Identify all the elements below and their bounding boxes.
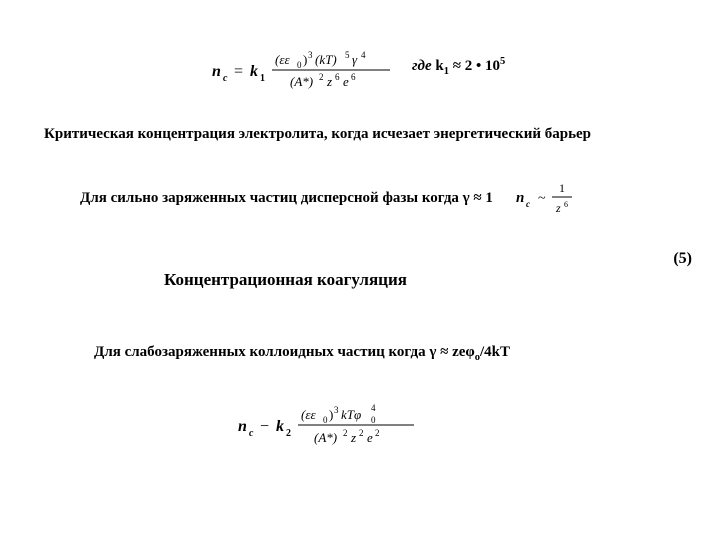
equation-number: (5) bbox=[673, 250, 692, 268]
eq1-num-d: γ bbox=[352, 52, 358, 67]
eq3-num-a-sub: 0 bbox=[323, 415, 328, 425]
eq1-num-c-sup: 5 bbox=[345, 50, 350, 60]
eq1-lhs: n bbox=[212, 63, 221, 80]
eq1-den-b-sup: 6 bbox=[335, 72, 340, 82]
eq1-k: k bbox=[250, 63, 258, 80]
eq3-num-b: ) bbox=[329, 407, 333, 422]
line5-b: /4kT bbox=[480, 344, 510, 360]
eq2-den-sup: 6 bbox=[564, 200, 568, 209]
eq3-k-sub: 2 bbox=[286, 428, 291, 439]
eq3-minus: − bbox=[260, 418, 269, 435]
eq3-den-c-sup: 2 bbox=[375, 428, 380, 438]
eq1-k-sub: 1 bbox=[260, 73, 265, 84]
equation-nc-k2: n c − k 2 (εε 0 ) 3 kTφ 0 4 (A*) 2 z 2 e… bbox=[238, 402, 420, 446]
eq1-num-a: (εε bbox=[275, 52, 290, 67]
eq2-lhs: n bbox=[516, 190, 524, 206]
section-heading: Концентрационная коагуляция bbox=[164, 270, 407, 290]
eq3-num-b-sup: 3 bbox=[334, 405, 339, 415]
eq1-lhs-sub: c bbox=[223, 73, 228, 84]
equation-nc-k1: n c = k 1 (εε 0 ) 3 (kT) 5 γ 4 (A*) 2 z … bbox=[212, 48, 394, 90]
eq3-num-c-sub: 0 bbox=[371, 415, 376, 425]
eq1-note-body: k bbox=[432, 58, 444, 74]
eq3-num-c: kTφ bbox=[341, 407, 361, 422]
eq1-num-a-sub: 0 bbox=[297, 60, 302, 70]
equation-nc-propto: n c ~ 1 z 6 bbox=[516, 178, 576, 216]
eq1-note-prefix: где bbox=[412, 58, 432, 74]
eq3-num-a: (εε bbox=[301, 407, 316, 422]
eq3-den-a: (A*) bbox=[314, 430, 337, 445]
eq1-den-c: e bbox=[343, 74, 349, 89]
eq1-den-b: z bbox=[326, 74, 332, 89]
eq3-den-b-sup: 2 bbox=[359, 428, 364, 438]
eq1-den-a-sup: 2 bbox=[319, 72, 324, 82]
eq3-lhs: n bbox=[238, 418, 247, 435]
eq3-den-b: z bbox=[350, 430, 356, 445]
strongly-charged-text: Для сильно заряженных частиц дисперсной … bbox=[80, 190, 493, 207]
eq3-lhs-sub: c bbox=[249, 428, 254, 439]
eq2-lhs-sub: c bbox=[526, 199, 530, 209]
eq1-num-b: ) bbox=[303, 52, 307, 67]
eq3-den-c: e bbox=[367, 430, 373, 445]
critical-concentration-text: Критическая концентрация электролита, ко… bbox=[44, 126, 591, 143]
eq3-den-a-sup: 2 bbox=[343, 428, 348, 438]
eq2-den: z bbox=[555, 201, 561, 215]
weakly-charged-text: Для слабозаряженных коллоидных частиц ко… bbox=[94, 344, 510, 363]
eq2-num: 1 bbox=[559, 181, 565, 195]
eq3-k: k bbox=[276, 418, 284, 435]
line5-a: Для слабозаряженных коллоидных частиц ко… bbox=[94, 344, 475, 360]
eq1-num-d-sup: 4 bbox=[361, 50, 366, 60]
eq1-den-c-sup: 6 bbox=[351, 72, 356, 82]
eq1-note: где k1 ≈ 2 • 105 bbox=[412, 56, 505, 77]
eq1-equals: = bbox=[234, 63, 243, 80]
eq1-num-c: (kT) bbox=[315, 52, 337, 67]
eq1-num-b-sup: 3 bbox=[308, 50, 313, 60]
eq1-note-tail: ≈ 2 • 10 bbox=[449, 58, 500, 74]
eq3-num-c-sup: 4 bbox=[371, 403, 376, 413]
eq1-note-sup: 5 bbox=[500, 56, 505, 67]
eq1-den-a: (A*) bbox=[290, 74, 313, 89]
eq2-tilde: ~ bbox=[538, 191, 546, 206]
